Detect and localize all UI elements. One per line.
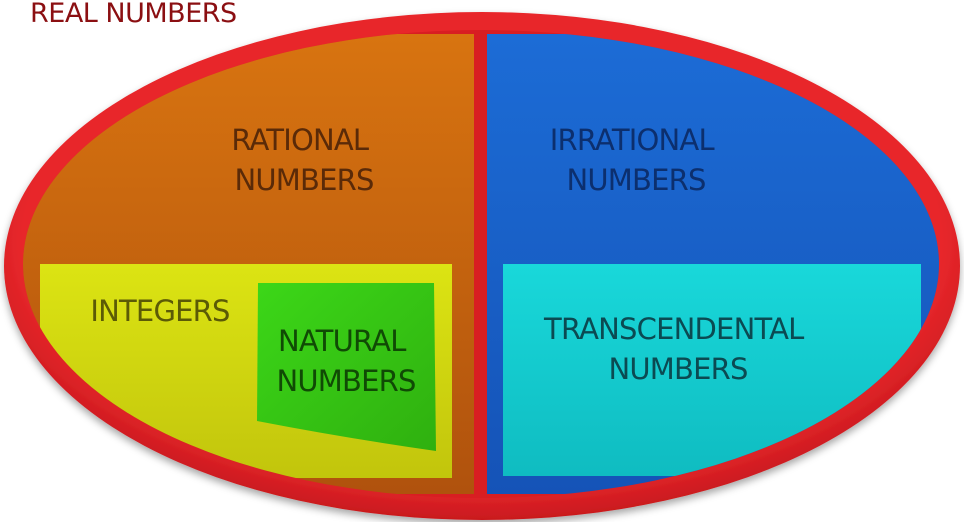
rational-label-line2: NUMBERS (234, 163, 373, 197)
svg-text:NATURAL NUMBERS: NATURAL NUMBERS (276, 324, 415, 398)
irrational-label-line1: IRRATIONAL (550, 123, 715, 157)
transcendental-label-line1: TRANSCENDENTAL (543, 312, 804, 346)
svg-text:TRANSCENDENTAL NUMBERS: TRANSCENDENTAL NUMBERS (543, 312, 812, 386)
transcendental-label-line2: NUMBERS (608, 352, 747, 386)
natural-label-line1: NATURAL (278, 324, 406, 358)
natural-label-line2: NUMBERS (276, 364, 415, 398)
svg-text:IRRATIONAL NUMBERS: IRRATIONAL NUMBERS (550, 123, 722, 197)
irrational-label-line2: NUMBERS (566, 163, 705, 197)
integers-label: INTEGERS (90, 294, 229, 328)
rational-label-line1: RATIONAL (231, 123, 369, 157)
svg-text:RATIONAL NUMBERS: RATIONAL NUMBERS (231, 123, 376, 197)
natural-numbers-region (257, 283, 436, 451)
diagram-title: REAL NUMBERS (30, 0, 237, 29)
